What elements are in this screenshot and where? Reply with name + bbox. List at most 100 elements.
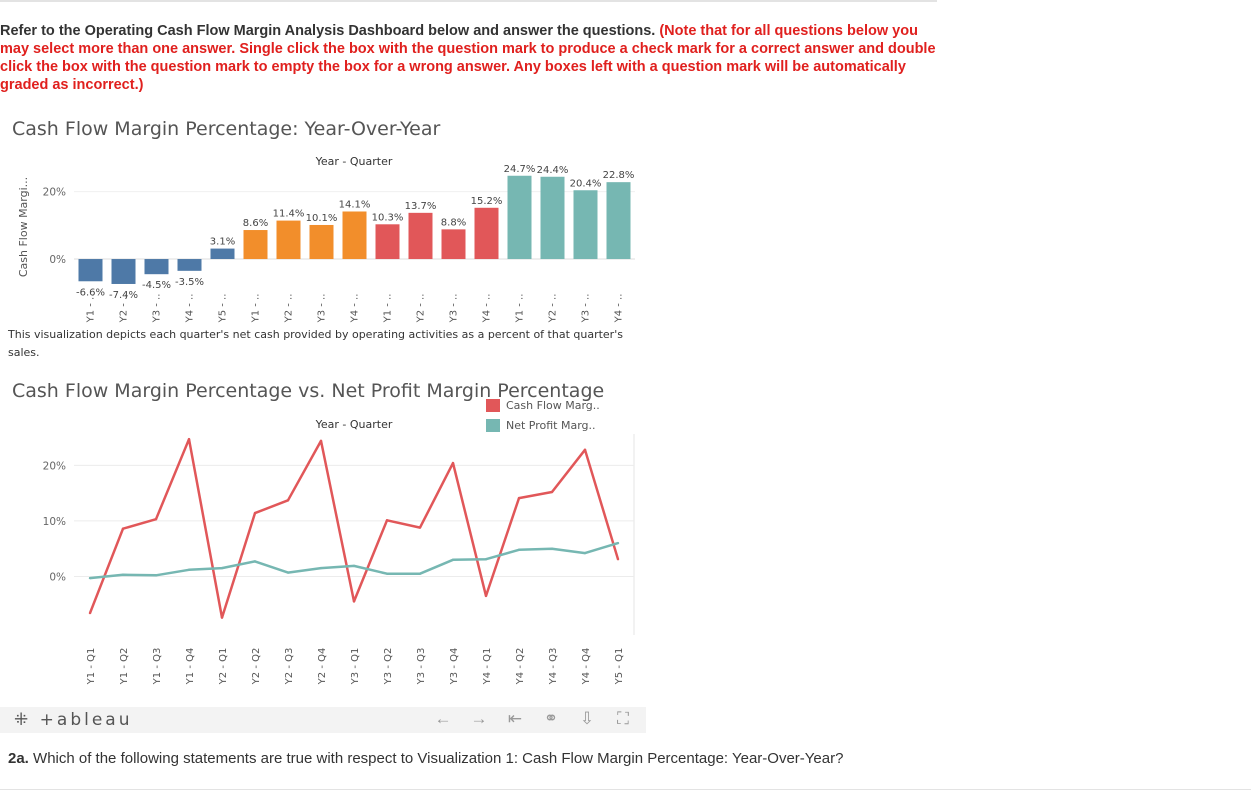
line-point (451, 461, 455, 465)
line-chart-x-tick: Y3 - Q1 (350, 648, 361, 686)
bar (507, 175, 532, 260)
bar-chart-x-tick: Y3 - .. (581, 294, 592, 324)
bar (177, 259, 202, 271)
line-point (154, 574, 158, 577)
top-divider (0, 0, 937, 2)
line-point (550, 547, 554, 550)
redo-icon[interactable]: → (470, 709, 488, 728)
legend[interactable]: Cash Flow Marg.. Net Profit Marg.. (486, 395, 600, 435)
legend-label-cash-flow: Cash Flow Marg.. (506, 398, 600, 412)
bar-chart-x-tick: Y4 - .. (614, 294, 625, 324)
bar-chart-x-tick: Y4 - .. (350, 294, 361, 324)
line-point (385, 519, 389, 522)
bar-chart-y-tick: 0% (49, 254, 66, 266)
line-point (286, 571, 290, 574)
bar-chart-x-tick: Y4 - .. (482, 294, 493, 324)
legend-swatch-cash-flow (486, 398, 500, 412)
bar-data-label: 24.7% (504, 164, 536, 175)
tableau-logo[interactable]: ⁜ +ableau (14, 710, 132, 730)
share-icon[interactable]: ⚭ (543, 709, 559, 728)
bar-chart-y-tick: 20% (43, 187, 66, 199)
bar-data-label: 10.1% (306, 213, 338, 224)
bar-chart-x-tick: Y2 - .. (416, 294, 427, 324)
bar-data-label: -7.4% (109, 290, 138, 301)
line-point (550, 490, 554, 494)
line-point (484, 558, 488, 561)
line-point (616, 558, 620, 561)
legend-label-net-profit: Net Profit Marg.. (506, 418, 596, 432)
bar-chart-x-tick: Y2 - .. (119, 294, 130, 324)
bar-data-label: 11.4% (273, 209, 305, 220)
line-point (88, 611, 92, 615)
line-point (385, 572, 389, 575)
line-point (484, 594, 488, 598)
bar-chart-header: Year - Quarter (315, 155, 393, 168)
line-chart-x-tick: Y4 - Q4 (581, 648, 592, 686)
line-chart-x-tick: Y1 - Q4 (185, 648, 196, 686)
bar-data-label: 20.4% (570, 178, 602, 189)
bar-chart-x-tick: Y1 - .. (86, 294, 97, 324)
bar (474, 207, 499, 260)
bar-chart-x-tick: Y4 - .. (185, 294, 196, 324)
line-point (220, 566, 224, 570)
bar-data-label: 8.6% (243, 218, 268, 229)
line-chart[interactable]: Year - Quarter 0% 10% 20% Y1 - Q1 Y1 - Q2 Y1 -… (0, 410, 650, 700)
bar-data-label: 22.8% (603, 170, 635, 181)
bar (441, 229, 466, 260)
line-point (616, 541, 620, 545)
bar-data-label: -3.5% (175, 277, 204, 288)
bar (606, 182, 631, 260)
line-point (418, 526, 422, 529)
bar-chart-x-tick: Y5 - .. (218, 294, 229, 324)
undo-icon[interactable]: ← (434, 709, 452, 728)
bar-data-label: 24.4% (537, 165, 569, 176)
line-point (253, 511, 257, 515)
bar-data-label: 10.3% (372, 212, 404, 223)
bar-data-label: -6.6% (76, 287, 105, 298)
line-point (517, 548, 521, 551)
bar (342, 211, 367, 260)
line-chart-x-tick: Y4 - Q3 (548, 648, 559, 686)
line-point (121, 527, 125, 530)
line-chart-x-tick: Y5 - Q1 (614, 648, 625, 686)
bar (408, 212, 433, 260)
line-chart-x-tick: Y1 - Q2 (119, 648, 130, 686)
bar-chart-x-tick: Y2 - .. (284, 294, 295, 324)
line-chart-header: Year - Quarter (315, 418, 393, 431)
bar-chart-x-tick: Y1 - .. (383, 294, 394, 324)
line-chart-x-tick: Y1 - Q3 (152, 648, 163, 686)
fullscreen-icon[interactable]: ⛶ (617, 709, 629, 728)
line-point (121, 573, 125, 576)
viz1-caption: This visualization depicts each quarter'… (8, 328, 623, 359)
line-point (187, 568, 191, 571)
bar (243, 230, 268, 260)
line-point (418, 572, 422, 575)
legend-swatch-net-profit (486, 418, 500, 432)
revert-icon[interactable]: ⇤ (507, 709, 523, 728)
line-chart-x-tick: Y2 - Q1 (218, 648, 229, 686)
bar-chart-x-tick: Y1 - .. (515, 294, 526, 324)
line-point (220, 616, 224, 619)
bar (111, 259, 136, 284)
toolbar-buttons: ← → ⇤ ⚭ ⇩ ⛶ (430, 709, 636, 729)
line-point (253, 560, 257, 563)
bar-chart[interactable]: Year - Quarter Cash Flow Margi... 0% 20% -6.… (0, 148, 650, 328)
tableau-logo-text: +ableau (39, 710, 133, 730)
bar-chart-x-tick: Y3 - .. (152, 294, 163, 324)
line-chart-x-tick: Y2 - Q3 (284, 648, 295, 686)
legend-item-cash-flow[interactable]: Cash Flow Marg.. (486, 395, 600, 415)
line-chart-x-tick: Y3 - Q2 (383, 648, 394, 686)
line-chart-x-tick: Y3 - Q3 (416, 648, 427, 686)
download-icon[interactable]: ⇩ (579, 709, 595, 728)
bar-chart-x-tick: Y3 - .. (317, 294, 328, 324)
viz1-title: Cash Flow Margin Percentage: Year-Over-Y… (12, 118, 441, 140)
line-point (319, 566, 323, 570)
cash-flow-margin-line (88, 437, 620, 619)
bar (375, 224, 400, 260)
line-point (286, 499, 290, 502)
legend-item-net-profit[interactable]: Net Profit Marg.. (486, 415, 600, 435)
tableau-toolbar: ⁜ +ableau ← → ⇤ ⚭ ⇩ ⛶ (0, 707, 646, 733)
instructions-text: Refer to the Operating Cash Flow Margin … (0, 23, 656, 39)
line-chart-y-tick: 0% (49, 571, 66, 583)
line-chart-y-tick: 10% (43, 516, 66, 528)
